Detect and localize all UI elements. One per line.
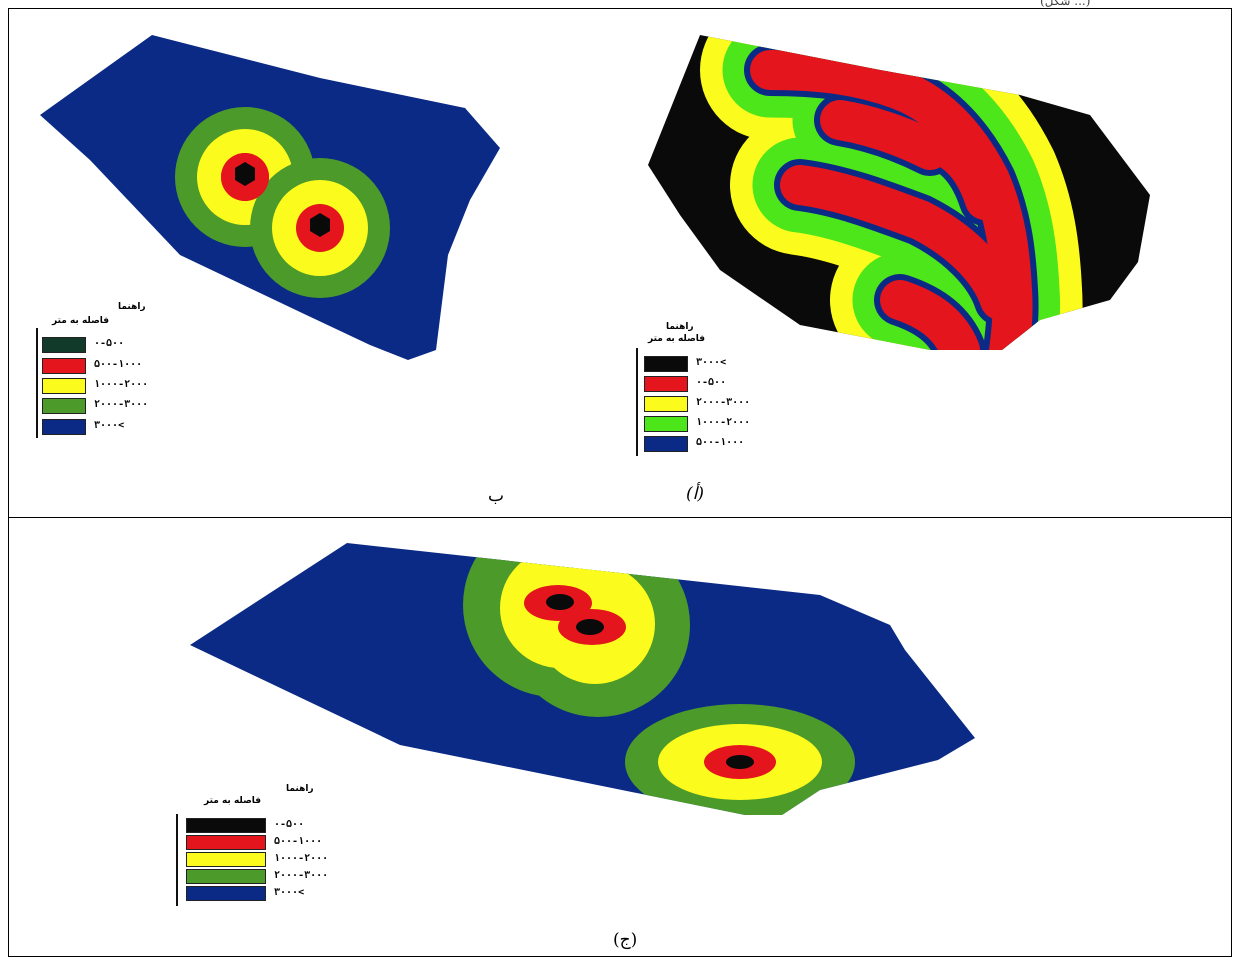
legend-label: ۱۰۰۰-۲۰۰۰ xyxy=(274,853,329,864)
legend-swatch xyxy=(644,396,688,412)
map-c-legend-bar xyxy=(176,814,178,906)
legend-swatch xyxy=(186,818,266,833)
legend-label: ۵۰۰-۱۰۰۰ xyxy=(696,437,745,448)
map-b-buffer-2 xyxy=(221,153,390,298)
map-a-legend-subtitle: فاصله به متر xyxy=(648,334,706,344)
legend-swatch xyxy=(186,869,266,884)
legend-swatch xyxy=(42,398,86,414)
legend-swatch xyxy=(186,886,266,901)
legend-swatch xyxy=(186,835,266,850)
map-c-legend: راهنما فاصله به متر ۰-۵۰۰ ۵۰۰-۱۰۰۰ ۱۰۰۰-… xyxy=(176,784,376,914)
map-c-buffer-1 xyxy=(463,543,690,717)
legend-label: ۵۰۰-۱۰۰۰ xyxy=(274,836,323,847)
caption-b: ب xyxy=(488,486,505,506)
legend-label: ۲۰۰۰-۳۰۰۰ xyxy=(696,397,751,408)
legend-label: ۵۰۰-۱۰۰۰ xyxy=(94,359,143,370)
legend-swatch xyxy=(42,358,86,374)
caption-a: (أ) xyxy=(686,484,705,504)
legend-label: ۱۰۰۰-۲۰۰۰ xyxy=(696,417,751,428)
legend-label: ۳۰۰۰< xyxy=(274,887,305,898)
legend-label: ۱۰۰۰-۲۰۰۰ xyxy=(94,379,149,390)
map-b-legend-title: راهنما xyxy=(118,302,146,312)
map-a-river-buffers xyxy=(700,35,1083,350)
map-c-legend-subtitle: فاصله به متر xyxy=(204,796,262,806)
map-c xyxy=(190,543,975,815)
header-text: (شکل ...) xyxy=(1040,0,1091,8)
map-a-legend-bar xyxy=(636,348,638,456)
map-b xyxy=(40,35,500,360)
legend-swatch xyxy=(644,436,688,452)
map-c-buffer-2 xyxy=(625,704,855,815)
legend-label: ۳۰۰۰< xyxy=(696,357,727,368)
legend-label: ۰-۵۰۰ xyxy=(696,377,727,388)
map-a-legend: راهنما فاصله به متر ۳۰۰۰< ۰-۵۰۰ ۲۰۰۰-۳۰۰… xyxy=(636,322,796,462)
map-a xyxy=(648,35,1150,350)
map-b-legend-subtitle: فاصله به متر xyxy=(52,316,110,326)
legend-swatch xyxy=(644,356,688,372)
legend-label: ۲۰۰۰-۳۰۰۰ xyxy=(94,399,149,410)
legend-label: ۲۰۰۰-۳۰۰۰ xyxy=(274,870,329,881)
map-b-legend: راهنما فاصله به متر ۰-۵۰۰ ۵۰۰-۱۰۰۰ ۱۰۰۰-… xyxy=(36,302,196,442)
map-b-legend-bar xyxy=(36,328,38,438)
legend-swatch xyxy=(644,376,688,392)
legend-swatch xyxy=(186,852,266,867)
legend-swatch xyxy=(42,419,86,435)
map-a-legend-title: راهنما xyxy=(666,322,694,332)
legend-label: ۳۰۰۰< xyxy=(94,420,125,431)
legend-swatch xyxy=(42,378,86,394)
legend-label: ۰-۵۰۰ xyxy=(274,819,305,830)
legend-swatch xyxy=(42,337,86,353)
legend-label: ۰-۵۰۰ xyxy=(94,338,125,349)
caption-c: (ج) xyxy=(613,930,638,950)
legend-swatch xyxy=(644,416,688,432)
map-c-legend-title: راهنما xyxy=(286,784,314,794)
